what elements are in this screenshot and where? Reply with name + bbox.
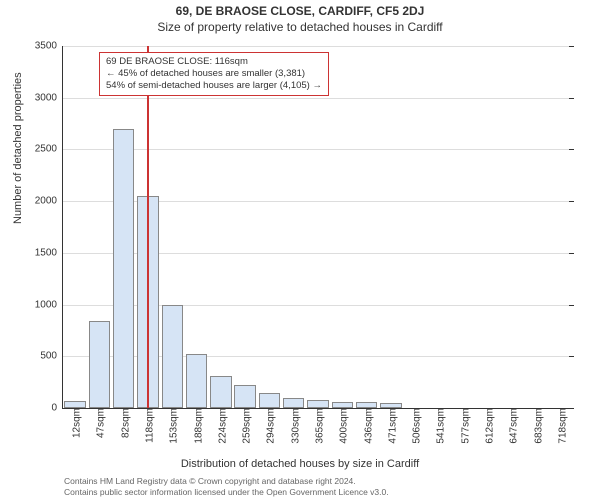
- x-tick-label: 259sqm: [238, 408, 253, 444]
- histogram-bar: [186, 354, 207, 408]
- x-tick-label: 47sqm: [92, 408, 107, 438]
- histogram-bar: [162, 305, 183, 408]
- histogram-bar: [210, 376, 231, 408]
- y-tick-mark: [569, 253, 574, 254]
- histogram-bar: [113, 129, 134, 408]
- x-tick-label: 153sqm: [165, 408, 180, 444]
- x-tick-label: 718sqm: [553, 408, 568, 444]
- histogram-bar: [89, 321, 110, 408]
- x-tick-label: 188sqm: [189, 408, 204, 444]
- x-tick-label: 471sqm: [383, 408, 398, 444]
- y-tick-label: 2500: [35, 144, 63, 155]
- x-tick-label: 577sqm: [456, 408, 471, 444]
- y-tick-label: 2000: [35, 196, 63, 207]
- chart-plot-area: 050010001500200025003000350012sqm47sqm82…: [62, 46, 573, 409]
- chart-title-sub: Size of property relative to detached ho…: [0, 20, 600, 34]
- histogram-bar: [259, 393, 280, 409]
- y-tick-label: 1500: [35, 247, 63, 258]
- x-tick-label: 224sqm: [213, 408, 228, 444]
- x-tick-label: 330sqm: [286, 408, 301, 444]
- footer-line-2: Contains public sector information licen…: [64, 487, 389, 498]
- footer-line-1: Contains HM Land Registry data © Crown c…: [64, 476, 389, 487]
- histogram-bar: [64, 401, 85, 408]
- x-tick-label: 82sqm: [116, 408, 131, 438]
- y-tick-mark: [569, 149, 574, 150]
- y-axis-title: Number of detached properties: [12, 72, 24, 224]
- x-tick-label: 365sqm: [311, 408, 326, 444]
- y-tick-label: 1000: [35, 299, 63, 310]
- annotation-line-1: 69 DE BRAOSE CLOSE: 116sqm: [106, 56, 322, 68]
- y-tick-mark: [569, 356, 574, 357]
- y-tick-mark: [569, 201, 574, 202]
- x-tick-label: 12sqm: [68, 408, 83, 438]
- x-tick-label: 683sqm: [529, 408, 544, 444]
- grid-line: [63, 149, 573, 150]
- x-tick-label: 647sqm: [505, 408, 520, 444]
- y-tick-mark: [569, 98, 574, 99]
- footer-credits: Contains HM Land Registry data © Crown c…: [64, 476, 389, 497]
- x-axis-title: Distribution of detached houses by size …: [0, 458, 600, 470]
- histogram-bar: [283, 398, 304, 408]
- x-tick-label: 541sqm: [432, 408, 447, 444]
- x-tick-label: 118sqm: [141, 408, 156, 443]
- y-tick-mark: [569, 46, 574, 47]
- annotation-box: 69 DE BRAOSE CLOSE: 116sqm ← 45% of deta…: [99, 52, 329, 96]
- annotation-line-3: 54% of semi-detached houses are larger (…: [106, 80, 322, 92]
- x-tick-label: 400sqm: [335, 408, 350, 444]
- y-tick-label: 500: [40, 351, 63, 362]
- grid-line: [63, 98, 573, 99]
- histogram-bar: [234, 385, 255, 408]
- x-tick-label: 506sqm: [408, 408, 423, 444]
- x-tick-label: 612sqm: [481, 408, 496, 444]
- y-tick-mark: [569, 408, 574, 409]
- x-tick-label: 436sqm: [359, 408, 374, 444]
- marker-line: [147, 46, 149, 408]
- y-tick-label: 0: [51, 403, 63, 414]
- annotation-line-2: ← 45% of detached houses are smaller (3,…: [106, 68, 322, 80]
- y-tick-mark: [569, 305, 574, 306]
- histogram-bar: [307, 400, 328, 408]
- x-tick-label: 294sqm: [262, 408, 277, 444]
- chart-title-main: 69, DE BRAOSE CLOSE, CARDIFF, CF5 2DJ: [0, 4, 600, 18]
- y-tick-label: 3000: [35, 92, 63, 103]
- y-tick-label: 3500: [35, 41, 63, 52]
- grid-line: [63, 46, 573, 47]
